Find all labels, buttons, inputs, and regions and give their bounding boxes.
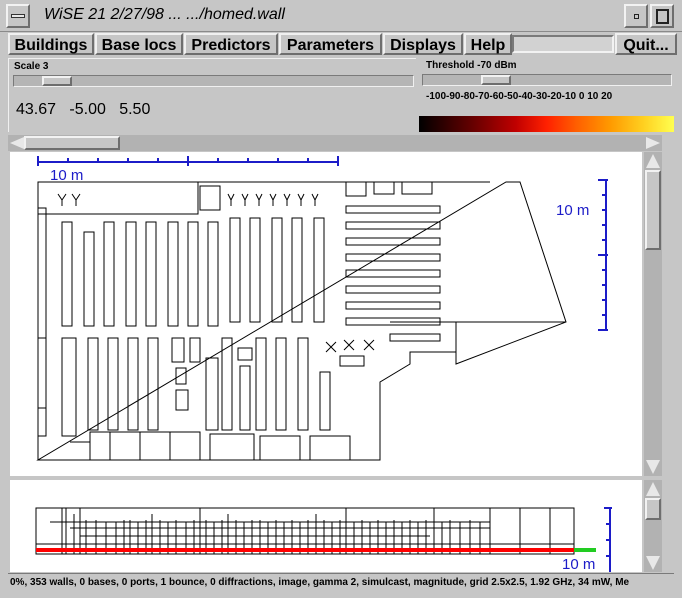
scale-slider[interactable] [13,75,414,87]
scroll-down-icon[interactable] [646,460,660,474]
floorplan-drawing: 10 m 10 m [36,156,608,461]
window-title: WiSE 21 2/27/98 ... .../homed.wall [44,6,285,23]
map-horizontal-scroll-thumb[interactable] [24,136,120,150]
top-scale-bar [37,156,339,166]
status-bar: 0%, 353 walls, 0 bases, 0 ports, 1 bounc… [8,573,674,591]
menu-buildings[interactable]: Buildings [8,33,94,55]
menu-predictors[interactable]: Predictors [184,33,278,55]
scale-panel: Scale 3 43.67 -5.00 5.50 [8,58,416,132]
minimize-button[interactable] [624,4,648,28]
profile-vertical-scrollbar[interactable] [644,480,662,572]
threshold-label: Threshold -70 dBm [426,60,517,71]
scroll-left-icon[interactable] [10,137,24,149]
top-scale-label: 10 m [50,167,83,184]
title-bar: WiSE 21 2/27/98 ... .../homed.wall [0,0,682,32]
scroll-up-icon[interactable] [646,154,660,168]
quit-button[interactable]: Quit... [615,33,677,55]
right-scale-bar [598,179,608,331]
scale-label: Scale 3 [14,61,49,72]
map-vertical-scrollbar[interactable] [644,152,662,476]
profile-scroll-down-icon[interactable] [646,556,660,570]
menu-base-locs[interactable]: Base locs [95,33,183,55]
threshold-slider[interactable] [422,74,672,86]
window-menu-button[interactable] [6,4,30,28]
coordinate-readout: 43.67 -5.00 5.50 [16,101,150,119]
threshold-colorbar [419,116,674,132]
threshold-slider-thumb[interactable] [481,75,511,85]
scale-slider-thumb[interactable] [42,76,72,86]
profile-walls [35,507,575,555]
window-menu-icon [11,14,25,18]
profile-drawing: 10 m [35,507,612,572]
map-vertical-scroll-thumb[interactable] [645,170,661,250]
coord-y: -5.00 [69,101,106,118]
maximize-icon [656,9,669,24]
floorplan-view[interactable]: 10 m 10 m [10,152,642,476]
right-scale-label: 10 m [556,202,589,219]
menu-displays[interactable]: Displays [383,33,463,55]
profile-scale-label: 10 m [562,556,595,572]
coord-z: 5.50 [119,101,151,118]
profile-vertical-scroll-thumb[interactable] [645,498,661,520]
scroll-right-icon[interactable] [646,137,660,149]
threshold-tick-labels: -100-90-80-70-60-50-40-30-20-10 0 10 20 [426,91,613,102]
menu-help[interactable]: Help [464,33,512,55]
menu-parameters[interactable]: Parameters [279,33,382,55]
profile-view[interactable]: 10 m [10,480,642,572]
coord-x: 43.67 [16,101,57,118]
profile-scale-bar [604,507,612,572]
map-horizontal-scrollbar[interactable] [8,135,662,151]
building-walls [36,181,567,461]
menu-bar: Buildings Base locs Predictors Parameter… [0,32,682,56]
maximize-button[interactable] [650,4,674,28]
profile-scroll-up-icon[interactable] [646,482,660,496]
threshold-panel: Threshold -70 dBm -100-90-80-70-60-50-40… [418,58,674,116]
minimize-icon [634,14,639,19]
menu-text-field[interactable] [512,35,614,53]
